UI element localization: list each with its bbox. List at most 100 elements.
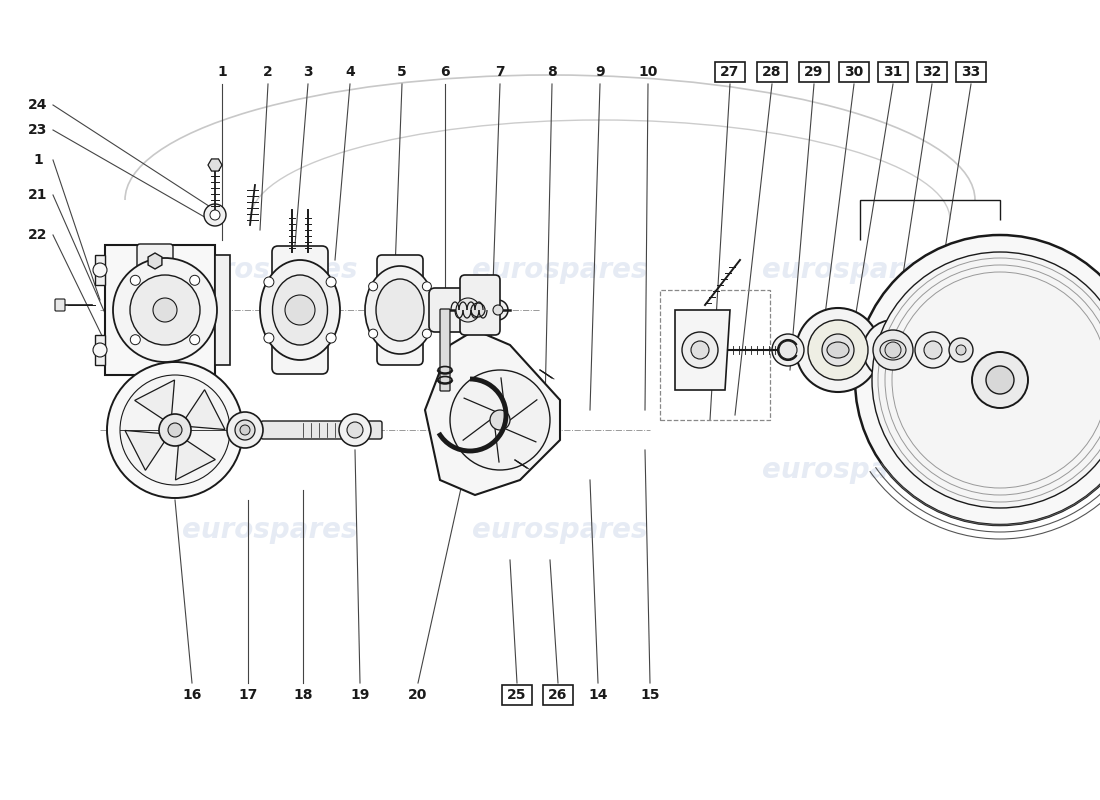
Circle shape	[210, 210, 220, 220]
Polygon shape	[125, 430, 164, 470]
Polygon shape	[176, 441, 216, 480]
Circle shape	[808, 320, 868, 380]
Text: 32: 32	[922, 65, 942, 79]
Circle shape	[160, 414, 191, 446]
Circle shape	[691, 341, 710, 359]
Text: eurospares: eurospares	[472, 256, 648, 284]
Text: 30: 30	[845, 65, 864, 79]
Circle shape	[422, 282, 431, 291]
Polygon shape	[278, 252, 322, 368]
Text: 28: 28	[762, 65, 782, 79]
Ellipse shape	[827, 342, 849, 358]
Circle shape	[456, 298, 480, 322]
Ellipse shape	[260, 260, 340, 360]
Text: eurospares: eurospares	[762, 256, 937, 284]
Circle shape	[204, 204, 226, 226]
FancyBboxPatch shape	[55, 299, 65, 311]
Circle shape	[339, 414, 371, 446]
Circle shape	[264, 277, 274, 287]
Circle shape	[864, 320, 923, 380]
Bar	[917, 62, 947, 82]
Polygon shape	[208, 159, 222, 171]
Text: 17: 17	[239, 688, 257, 702]
Text: 19: 19	[350, 688, 370, 702]
Ellipse shape	[880, 340, 906, 360]
Circle shape	[189, 275, 200, 286]
Circle shape	[924, 341, 942, 359]
FancyBboxPatch shape	[261, 421, 382, 439]
Bar	[839, 62, 869, 82]
Circle shape	[326, 277, 337, 287]
Circle shape	[189, 334, 200, 345]
Ellipse shape	[365, 266, 435, 354]
Text: 1: 1	[217, 65, 227, 79]
Polygon shape	[214, 255, 230, 365]
Text: eurospares: eurospares	[183, 516, 358, 544]
Text: 18: 18	[294, 688, 312, 702]
Polygon shape	[425, 330, 560, 495]
Circle shape	[285, 295, 315, 325]
Circle shape	[346, 422, 363, 438]
Text: 31: 31	[883, 65, 903, 79]
Text: 10: 10	[638, 65, 658, 79]
Polygon shape	[95, 335, 104, 365]
Circle shape	[772, 334, 804, 366]
FancyBboxPatch shape	[429, 288, 486, 332]
Polygon shape	[95, 255, 104, 285]
Text: 24: 24	[29, 98, 47, 112]
Circle shape	[493, 305, 503, 315]
Bar	[502, 685, 532, 705]
Circle shape	[113, 258, 217, 362]
Circle shape	[240, 425, 250, 435]
Circle shape	[822, 334, 854, 366]
Circle shape	[153, 298, 177, 322]
Circle shape	[94, 263, 107, 277]
Circle shape	[488, 300, 508, 320]
Circle shape	[94, 343, 107, 357]
Text: 15: 15	[640, 688, 660, 702]
Circle shape	[855, 235, 1100, 525]
Circle shape	[130, 334, 141, 345]
Text: eurospares: eurospares	[183, 256, 358, 284]
Bar	[878, 62, 908, 82]
Bar	[660, 290, 770, 420]
Text: 8: 8	[547, 65, 557, 79]
Polygon shape	[104, 245, 214, 375]
Circle shape	[471, 303, 485, 317]
Circle shape	[422, 329, 431, 338]
Circle shape	[886, 342, 901, 358]
Text: 26: 26	[548, 688, 568, 702]
FancyBboxPatch shape	[272, 246, 328, 374]
Circle shape	[130, 275, 200, 345]
Circle shape	[779, 341, 798, 359]
Circle shape	[450, 370, 550, 470]
FancyBboxPatch shape	[440, 309, 450, 391]
Polygon shape	[148, 253, 162, 269]
Circle shape	[949, 338, 974, 362]
Text: 23: 23	[29, 123, 47, 137]
Circle shape	[490, 410, 510, 430]
Circle shape	[130, 275, 141, 286]
Text: 22: 22	[29, 228, 47, 242]
Polygon shape	[675, 310, 730, 390]
Circle shape	[235, 420, 255, 440]
Circle shape	[956, 345, 966, 355]
Text: 3: 3	[304, 65, 312, 79]
Circle shape	[986, 366, 1014, 394]
Text: 5: 5	[397, 65, 407, 79]
Circle shape	[368, 282, 377, 291]
Polygon shape	[186, 390, 225, 430]
Ellipse shape	[273, 275, 328, 345]
Circle shape	[465, 297, 491, 323]
Text: 16: 16	[183, 688, 201, 702]
Text: 29: 29	[804, 65, 824, 79]
Polygon shape	[134, 380, 175, 419]
Text: 33: 33	[961, 65, 980, 79]
Ellipse shape	[376, 279, 424, 341]
Bar	[757, 62, 786, 82]
FancyBboxPatch shape	[460, 275, 500, 335]
Circle shape	[682, 332, 718, 368]
Text: eurospares: eurospares	[762, 456, 937, 484]
FancyBboxPatch shape	[377, 255, 424, 365]
Bar	[715, 62, 745, 82]
